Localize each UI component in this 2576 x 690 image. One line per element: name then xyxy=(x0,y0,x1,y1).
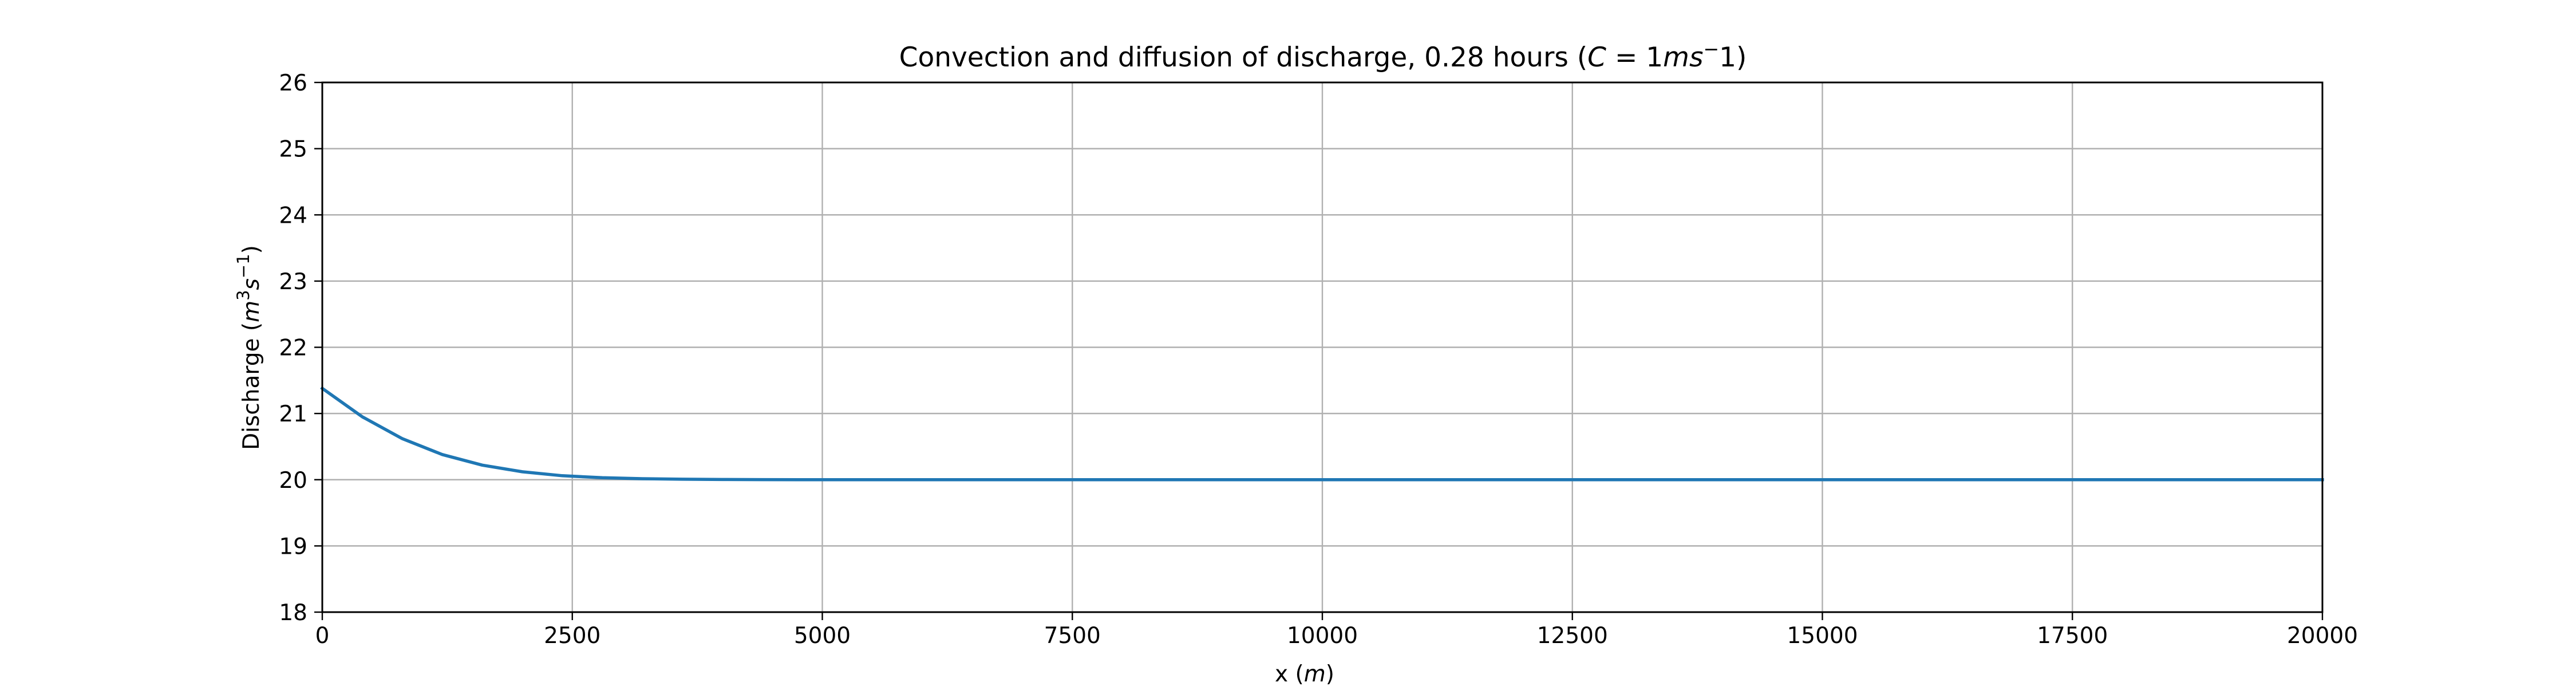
series-layer xyxy=(320,386,2324,482)
y-tick-label: 18 xyxy=(279,600,307,626)
x-axis-label-suffix: ) xyxy=(1326,661,1334,687)
y-tick-label: 23 xyxy=(279,269,307,295)
x-tick-label: 0 xyxy=(315,623,330,649)
y-tick-label: 22 xyxy=(279,336,307,361)
x-tick-label: 5000 xyxy=(794,623,851,649)
x-tick-label: 2500 xyxy=(544,623,600,649)
chart-title-tail: 1) xyxy=(1719,42,1747,73)
y-axis-label-prefix: Discharge ( xyxy=(239,322,264,450)
x-tick-label: 12500 xyxy=(1537,623,1608,649)
chart-title-equals: = 1 xyxy=(1606,42,1663,73)
y-tick-label: 26 xyxy=(279,70,307,96)
discharge-series-line xyxy=(320,386,2324,482)
y-axis-label-unit1: m xyxy=(239,301,264,322)
chart-title-c-symbol: C xyxy=(1587,42,1606,73)
chart-title-prefix: Convection and diffusion of discharge, 0… xyxy=(899,42,1588,73)
chart-title-unit-exponent: − xyxy=(1703,38,1719,60)
tick-layer: 0 2500 5000 7500 10000 12500 15000 17500 20000 18… xyxy=(279,70,2358,649)
y-tick-label: 24 xyxy=(279,203,307,228)
y-tick-label: 19 xyxy=(279,534,307,559)
y-axis-label-exp2: −1 xyxy=(234,254,253,278)
chart-title-unit: ms xyxy=(1663,42,1703,73)
x-axis-label-prefix: x ( xyxy=(1275,661,1304,687)
x-axis-label: x (m) xyxy=(1275,661,1334,687)
y-axis-label: Discharge (m3s−1) xyxy=(234,245,264,450)
y-tick-label: 21 xyxy=(279,401,307,427)
y-axis-label-unit2: s xyxy=(239,278,264,290)
y-tick-label: 25 xyxy=(279,137,307,163)
x-tick-label: 7500 xyxy=(1044,623,1101,649)
x-tick-label: 15000 xyxy=(1787,623,1858,649)
chart-title: Convection and diffusion of discharge, 0… xyxy=(899,38,1747,74)
y-axis-label-exp1: 3 xyxy=(234,290,253,300)
x-axis-label-unit: m xyxy=(1304,661,1326,687)
x-tick-label: 17500 xyxy=(2037,623,2108,649)
x-tick-label: 10000 xyxy=(1287,623,1358,649)
y-tick-label: 20 xyxy=(279,468,307,494)
y-axis-label-suffix: ) xyxy=(239,245,264,254)
x-tick-label: 20000 xyxy=(2287,623,2358,649)
